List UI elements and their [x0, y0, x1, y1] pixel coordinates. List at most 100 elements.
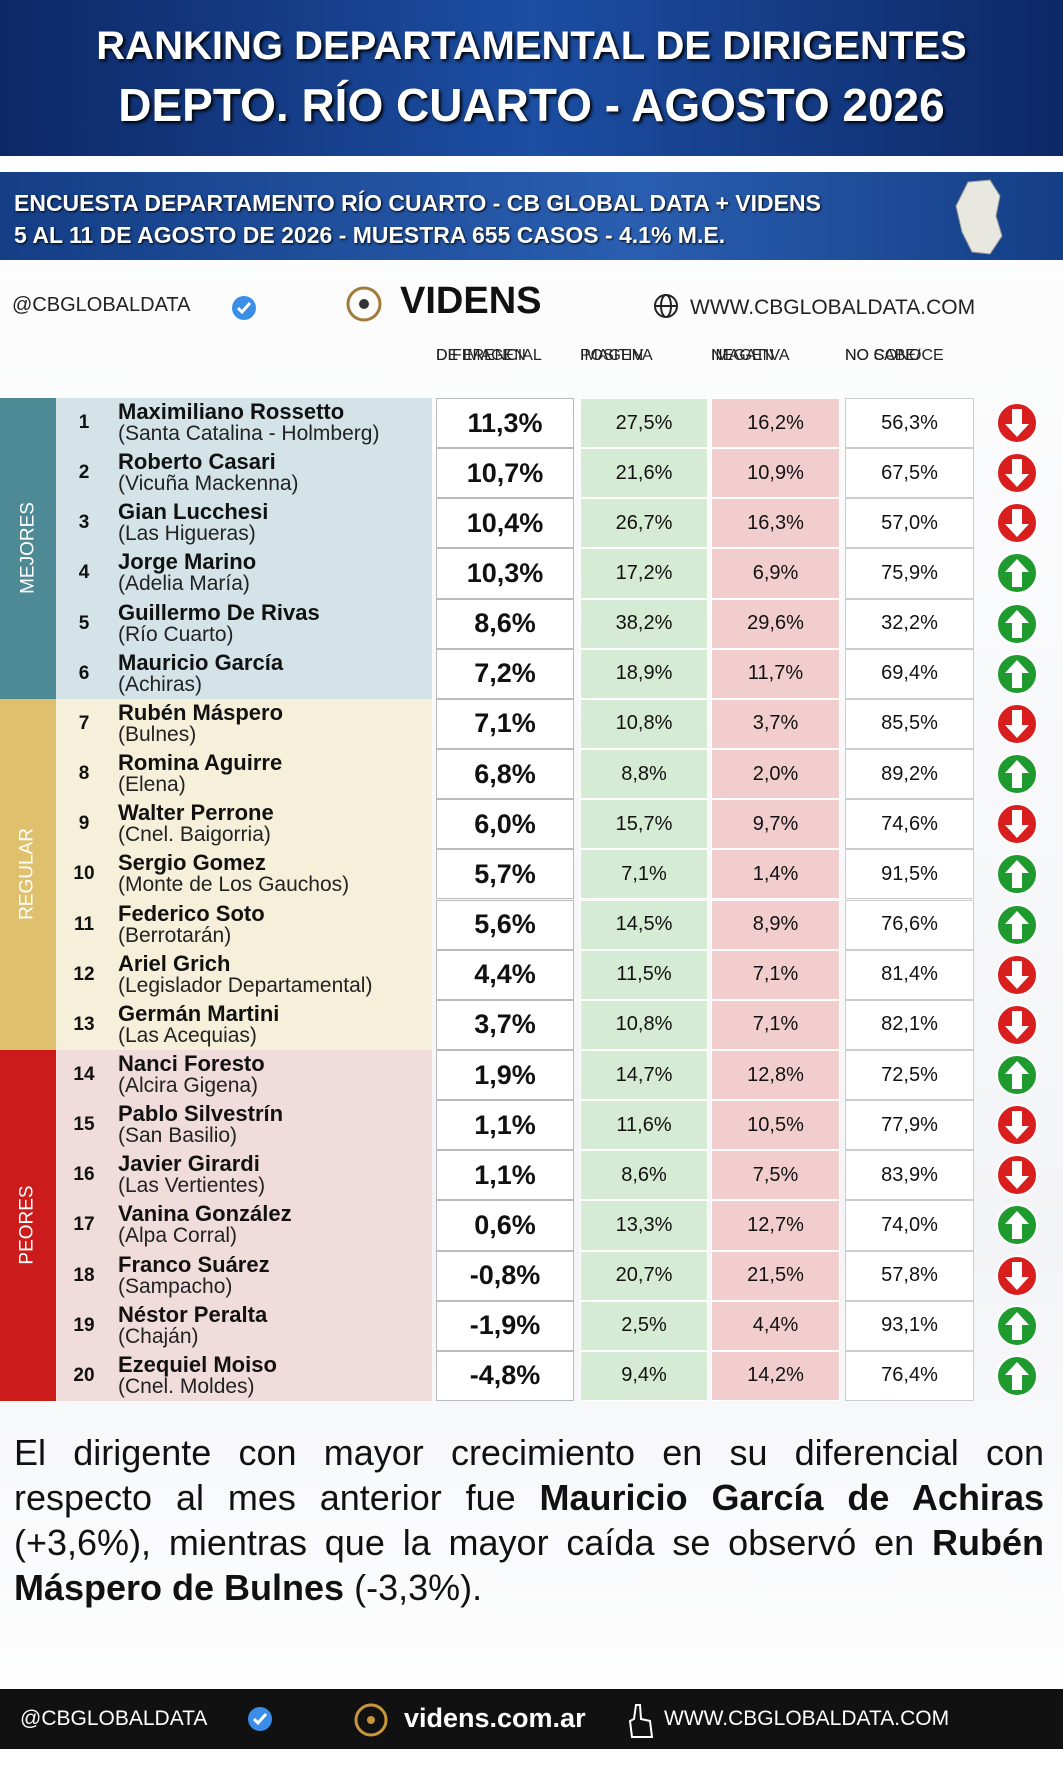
- place: (Cnel. Baigorria): [118, 823, 271, 847]
- rank: 14: [73, 1063, 95, 1085]
- place: (Achiras): [118, 672, 203, 696]
- icon-arrow: [1005, 1361, 1029, 1390]
- diff-cell: 6,8%: [436, 749, 574, 800]
- ns-cell: 56,3%: [845, 398, 974, 449]
- pos-cell: 26,7%: [580, 498, 708, 549]
- footnote-text: El dirigente con mayor crecimiento en su…: [14, 1432, 1044, 1518]
- rank: 17: [73, 1214, 95, 1236]
- place: (Las Higueras): [118, 522, 256, 546]
- place: (Elena): [118, 773, 186, 797]
- place: (Monte de Los Gauchos): [118, 873, 350, 897]
- place: (Adelia María): [118, 572, 250, 596]
- neg-cell: 1,4%: [711, 849, 840, 900]
- pos-cell: 14,5%: [580, 899, 708, 950]
- diff-cell: 6,0%: [436, 799, 574, 850]
- title-line: DEPTO. RÍO CUARTO - AGOSTO 2026: [118, 79, 945, 131]
- neg-cell: 10,5%: [711, 1100, 840, 1151]
- subheader-line: ENCUESTA DEPARTAMENTO RÍO CUARTO - CB GL…: [14, 190, 821, 216]
- ns-cell: 74,0%: [845, 1200, 974, 1251]
- place: (Vicuña Mackenna): [118, 472, 299, 496]
- diff-cell: 8,6%: [436, 598, 574, 649]
- name: Nanci Foresto: [118, 1050, 265, 1076]
- place: (Las Vertientes): [118, 1174, 266, 1198]
- icon-arrow: [1005, 1010, 1029, 1039]
- column-header-line: NO CONOCE: [845, 347, 944, 364]
- pos-cell: 17,2%: [580, 548, 708, 599]
- rank: 9: [78, 813, 90, 835]
- name: Ezequiel Moiso: [118, 1351, 277, 1377]
- place: (Las Acequias): [118, 1023, 257, 1047]
- icon-arrow: [1005, 810, 1029, 839]
- column-header-line: POSITIVA: [580, 347, 653, 364]
- rank: 19: [73, 1314, 95, 1336]
- diff-cell: 5,7%: [436, 849, 574, 900]
- diff-cell: 1,1%: [436, 1100, 574, 1151]
- diff-cell: 5,6%: [436, 899, 574, 950]
- handle: @CBGLOBALDATA: [12, 294, 191, 316]
- column-header-line: NEGATIVA: [711, 347, 790, 364]
- place: (Chaján): [118, 1324, 199, 1348]
- trend-down-icon: [996, 1104, 1038, 1147]
- column-header-line: NO SABE/: [845, 347, 921, 364]
- diff-cell: 4,4%: [436, 949, 574, 1000]
- pos-cell: 8,6%: [580, 1150, 708, 1201]
- rank: 3: [78, 512, 90, 534]
- pos-cell: 7,1%: [580, 849, 708, 900]
- footnote: El dirigente con mayor crecimiento en su…: [14, 1430, 1044, 1610]
- neg-cell: 4,4%: [711, 1300, 840, 1351]
- ns-cell: 91,5%: [845, 849, 974, 900]
- neg-cell: 3,7%: [711, 698, 840, 750]
- rank: 5: [78, 612, 90, 634]
- icon-arrow: [1005, 1261, 1029, 1290]
- place: (Legislador Departamental): [118, 973, 373, 997]
- ns-cell: 93,1%: [845, 1300, 974, 1351]
- neg-cell: 29,6%: [711, 598, 840, 649]
- name: Gian Lucchesi: [118, 499, 269, 525]
- title-line: RANKING DEPARTAMENTAL DE DIRIGENTES: [96, 24, 967, 68]
- neg-cell: 7,1%: [711, 949, 840, 1000]
- ns-cell: 76,6%: [845, 899, 974, 950]
- pos-cell: 2,5%: [580, 1300, 708, 1351]
- trend-down-icon: [996, 402, 1038, 444]
- icon-arrow: [1005, 509, 1029, 538]
- pos-cell: 20,7%: [580, 1250, 708, 1301]
- place: (Santa Catalina - Holmberg): [118, 422, 380, 445]
- neg-cell: 10,9%: [711, 448, 840, 499]
- ns-cell: 57,0%: [845, 498, 974, 549]
- neg-cell: 7,5%: [711, 1150, 840, 1201]
- globe-icon: [654, 294, 678, 318]
- neg-cell: 6,9%: [711, 548, 840, 599]
- column-header-line: DE IMAGEN: [436, 347, 526, 364]
- neg-cell: 8,9%: [711, 899, 840, 950]
- website: WWW.CBGLOBALDATA.COM: [690, 296, 976, 319]
- pos-cell: 10,8%: [580, 999, 708, 1050]
- footer-site: videns.com.ar: [404, 1703, 586, 1733]
- name: Ariel Grich: [118, 950, 231, 976]
- place: (Bulnes): [118, 722, 197, 746]
- ns-cell: 89,2%: [845, 749, 974, 800]
- ns-cell: 85,5%: [845, 698, 974, 750]
- hand-icon: [628, 1704, 654, 1738]
- trend-up-icon: [996, 903, 1038, 946]
- name: Maximiliano Rossetto: [118, 399, 345, 424]
- rank: 13: [73, 1013, 95, 1035]
- name: Franco Suárez: [118, 1251, 270, 1277]
- pos-cell: 8,8%: [580, 749, 708, 800]
- footnote-bold: Rubén Máspero de Bulnes: [14, 1522, 1044, 1608]
- place: (Sampacho): [118, 1274, 233, 1298]
- diff-cell: 7,2%: [436, 648, 574, 699]
- pos-cell: 14,7%: [580, 1049, 708, 1101]
- rank: 16: [73, 1164, 95, 1186]
- ns-cell: 81,4%: [845, 949, 974, 1000]
- ns-cell: 76,4%: [845, 1350, 974, 1401]
- icon-arrow: [1005, 659, 1029, 688]
- neg-cell: 16,3%: [711, 498, 840, 549]
- place: (Berrotarán): [118, 923, 232, 947]
- ns-cell: 57,8%: [845, 1250, 974, 1301]
- ns-cell: 32,2%: [845, 598, 974, 649]
- neg-cell: 9,7%: [711, 799, 840, 850]
- header-band: RANKING DEPARTAMENTAL DE DIRIGENTES DEPT…: [0, 0, 1063, 156]
- videns-logo: [354, 1703, 388, 1737]
- place: (San Basilio): [118, 1124, 238, 1148]
- group-band: [0, 398, 56, 699]
